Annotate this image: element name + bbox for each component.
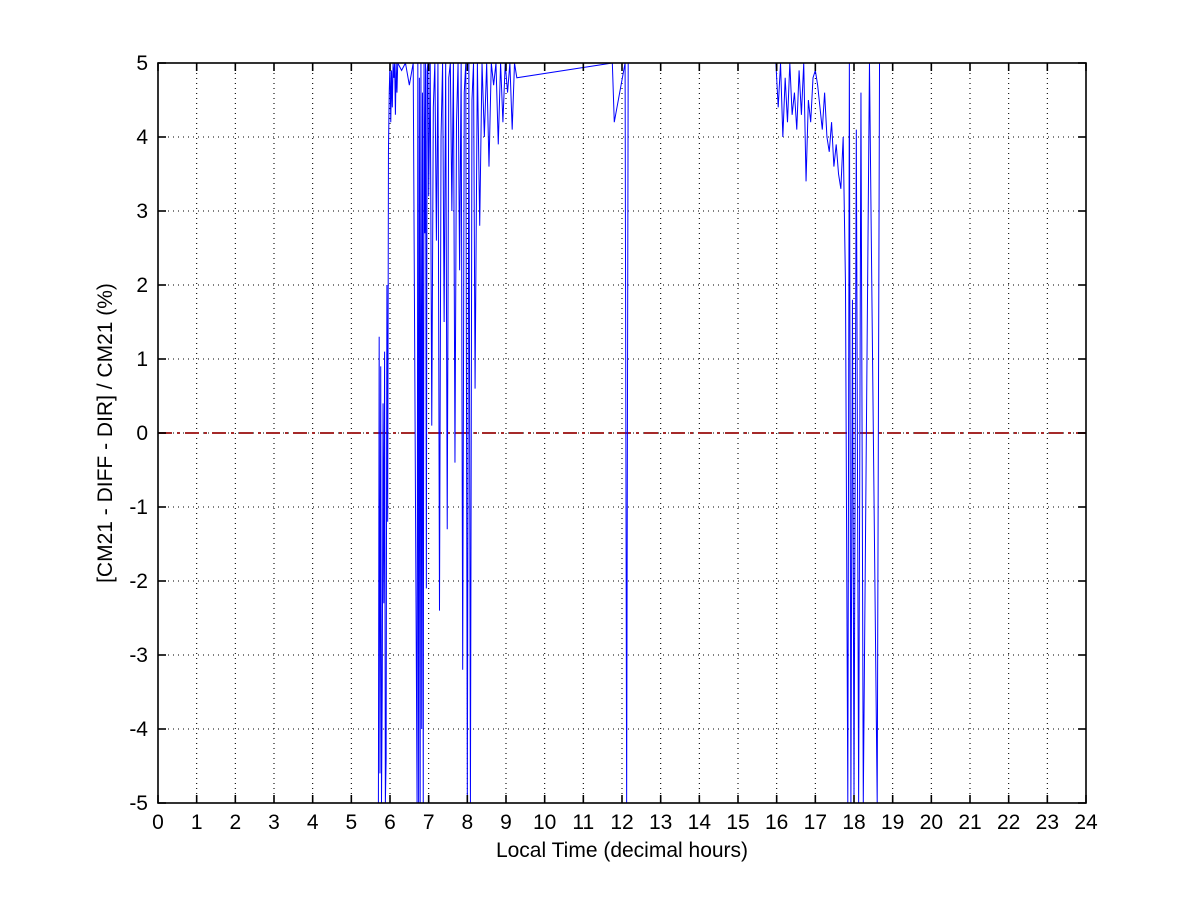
x-tick-label: 23 <box>1036 811 1059 834</box>
y-tick-label: -4 <box>129 718 148 741</box>
y-tick-label: 0 <box>136 422 148 445</box>
x-tick-label: 8 <box>461 811 473 834</box>
y-tick-label: 2 <box>136 274 148 297</box>
y-tick-label: 3 <box>136 200 148 223</box>
x-tick-label: 11 <box>572 811 594 834</box>
tick-marks <box>157 62 1087 804</box>
data-series-layer <box>377 63 885 803</box>
x-tick-label: 5 <box>345 811 357 834</box>
x-tick-label: 18 <box>842 811 865 834</box>
y-axis-title: [CM21 - DIFF - DIR] / CM21 (%) <box>94 283 117 583</box>
x-tick-label: 9 <box>500 811 512 834</box>
x-tick-label: 7 <box>423 811 435 834</box>
x-axis-title: Local Time (decimal hours) <box>496 839 748 862</box>
y-tick-label: -2 <box>129 570 148 593</box>
y-tick-label: -3 <box>129 644 148 667</box>
y-tick-label: 4 <box>136 126 148 149</box>
x-tick-label: 6 <box>384 811 396 834</box>
data-series-line <box>377 63 885 803</box>
x-tick-label: 16 <box>765 811 788 834</box>
x-tick-label: 21 <box>958 811 981 834</box>
x-tick-label: 19 <box>881 811 904 834</box>
x-tick-label: 22 <box>997 811 1020 834</box>
x-tick-label: 24 <box>1074 811 1098 834</box>
x-tick-label: 14 <box>688 811 712 834</box>
x-tick-label: 13 <box>649 811 672 834</box>
x-tick-label: 0 <box>152 811 164 834</box>
y-tick-label: 1 <box>136 348 148 371</box>
y-tick-labels: -5 -4 -3 -2 -1 0 1 2 3 4 5 <box>129 52 148 815</box>
x-tick-label: 4 <box>307 811 319 834</box>
y-tick-label: -5 <box>129 792 148 815</box>
x-tick-label: 2 <box>229 811 241 834</box>
x-tick-label: 10 <box>533 811 556 834</box>
x-tick-label: 15 <box>726 811 749 834</box>
x-tick-label: 12 <box>610 811 633 834</box>
x-tick-label: 17 <box>804 811 827 834</box>
y-tick-label: -1 <box>129 496 148 519</box>
x-tick-label: 1 <box>191 811 203 834</box>
x-tick-label: 3 <box>268 811 280 834</box>
y-tick-label: 5 <box>136 52 148 75</box>
x-tick-label: 20 <box>920 811 943 834</box>
x-tick-labels: 0 1 2 3 4 5 6 7 8 9 10 11 12 13 14 15 16 17 18 19 20 21 22 23 24 <box>152 811 1098 834</box>
